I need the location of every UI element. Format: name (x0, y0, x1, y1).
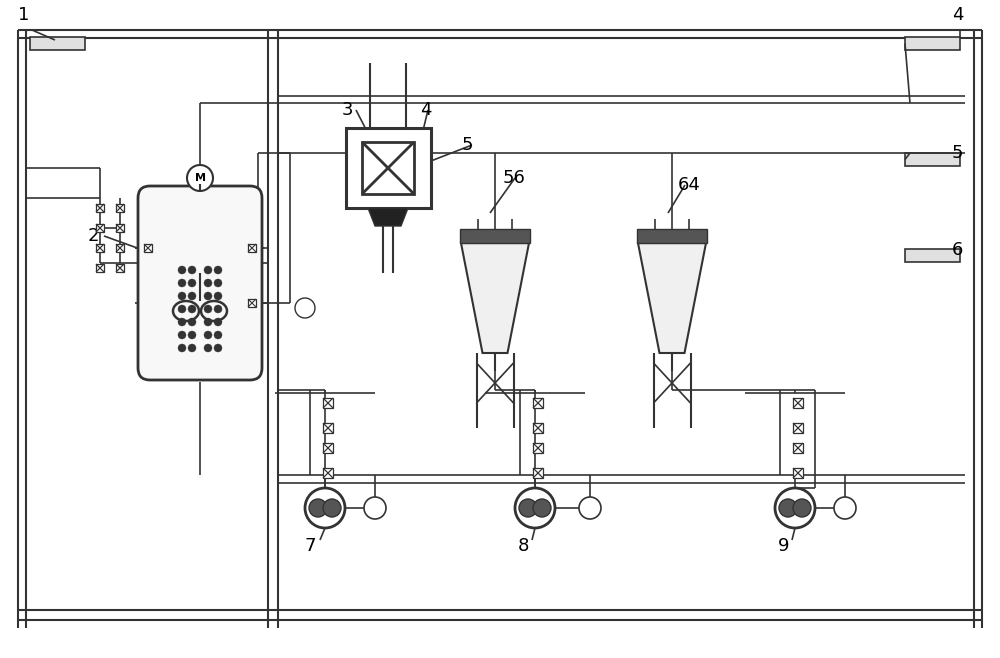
Text: 2: 2 (88, 227, 100, 245)
Text: 1: 1 (18, 6, 29, 24)
Bar (116, 204, 124, 212)
Text: 9: 9 (778, 537, 790, 555)
Circle shape (214, 305, 222, 313)
Circle shape (178, 344, 186, 352)
Text: 6: 6 (952, 241, 963, 259)
Bar (116, 244, 124, 252)
Bar (346, 128, 430, 208)
Bar (905, 249, 960, 262)
Bar (323, 443, 333, 453)
Text: M: M (194, 173, 206, 183)
Circle shape (793, 499, 811, 517)
Circle shape (323, 499, 341, 517)
Bar (533, 398, 543, 408)
Bar (248, 299, 256, 307)
Circle shape (775, 488, 815, 528)
Text: 4: 4 (420, 101, 432, 119)
Bar (793, 398, 803, 408)
Circle shape (188, 292, 196, 300)
Circle shape (519, 499, 537, 517)
Text: 7: 7 (305, 537, 316, 555)
Bar (533, 423, 543, 433)
Circle shape (204, 279, 212, 287)
Circle shape (188, 266, 196, 274)
Bar (793, 468, 803, 478)
Polygon shape (461, 243, 529, 353)
Circle shape (214, 279, 222, 287)
Circle shape (178, 305, 186, 313)
Bar (248, 244, 256, 252)
Circle shape (188, 331, 196, 339)
Circle shape (214, 292, 222, 300)
Bar (460, 229, 530, 243)
Circle shape (305, 488, 345, 528)
Circle shape (188, 305, 196, 313)
Circle shape (187, 165, 213, 191)
Bar (116, 264, 124, 272)
Circle shape (214, 266, 222, 274)
Circle shape (204, 292, 212, 300)
Circle shape (178, 279, 186, 287)
Bar (116, 224, 124, 232)
Text: 56: 56 (503, 169, 526, 187)
FancyBboxPatch shape (138, 186, 262, 380)
Text: 5: 5 (952, 144, 964, 162)
Bar (793, 423, 803, 433)
Circle shape (178, 292, 186, 300)
Circle shape (309, 499, 327, 517)
Circle shape (579, 497, 601, 519)
Text: 64: 64 (678, 176, 701, 194)
Circle shape (214, 331, 222, 339)
Circle shape (178, 331, 186, 339)
Circle shape (779, 499, 797, 517)
Circle shape (515, 488, 555, 528)
Bar (323, 398, 333, 408)
Bar (96, 264, 104, 272)
Bar (637, 229, 707, 243)
Bar (144, 244, 152, 252)
Circle shape (188, 318, 196, 326)
Bar (362, 142, 414, 194)
Circle shape (188, 344, 196, 352)
Bar (323, 468, 333, 478)
Bar (96, 244, 104, 252)
Bar (533, 468, 543, 478)
Circle shape (178, 266, 186, 274)
Text: 3: 3 (342, 101, 354, 119)
Circle shape (204, 266, 212, 274)
Bar (905, 153, 960, 166)
Circle shape (204, 305, 212, 313)
Text: 5: 5 (462, 136, 474, 154)
Circle shape (214, 344, 222, 352)
Polygon shape (368, 208, 408, 226)
Circle shape (214, 318, 222, 326)
Bar (96, 224, 104, 232)
Bar (793, 443, 803, 453)
Bar (323, 423, 333, 433)
Bar (96, 204, 104, 212)
Circle shape (834, 497, 856, 519)
Circle shape (364, 497, 386, 519)
Polygon shape (638, 243, 706, 353)
Text: 4: 4 (952, 6, 964, 24)
Text: 8: 8 (518, 537, 529, 555)
Circle shape (178, 318, 186, 326)
Bar (30, 37, 85, 50)
Bar (905, 37, 960, 50)
Bar (533, 443, 543, 453)
Circle shape (204, 344, 212, 352)
Circle shape (204, 318, 212, 326)
Circle shape (188, 279, 196, 287)
Circle shape (295, 298, 315, 318)
Circle shape (533, 499, 551, 517)
Circle shape (204, 331, 212, 339)
